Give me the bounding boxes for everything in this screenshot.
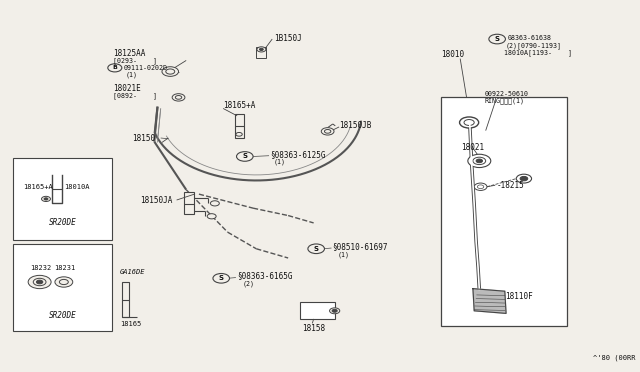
Text: 18165: 18165 — [120, 321, 142, 327]
Circle shape — [476, 159, 483, 163]
Bar — [184, 192, 195, 214]
Text: [0892-    ]: [0892- ] — [113, 92, 157, 99]
Circle shape — [108, 64, 122, 72]
Circle shape — [42, 196, 51, 202]
Circle shape — [162, 67, 179, 76]
Circle shape — [33, 278, 46, 286]
Bar — [235, 114, 244, 138]
Text: 1B150J: 1B150J — [274, 34, 302, 43]
Circle shape — [489, 34, 506, 44]
Text: §08363-6165G: §08363-6165G — [237, 272, 292, 280]
Circle shape — [166, 69, 175, 74]
Text: ^'80 (00RR: ^'80 (00RR — [593, 355, 636, 361]
Bar — [122, 282, 129, 317]
Text: S: S — [314, 246, 319, 252]
Text: (1): (1) — [338, 251, 350, 257]
Circle shape — [236, 132, 243, 136]
Circle shape — [213, 273, 230, 283]
Circle shape — [257, 47, 266, 52]
Text: 18150: 18150 — [132, 134, 155, 143]
Text: 18165+A: 18165+A — [23, 184, 53, 190]
Circle shape — [473, 157, 486, 164]
Text: (1): (1) — [125, 72, 138, 78]
Circle shape — [211, 201, 220, 206]
Text: 18158: 18158 — [302, 324, 325, 333]
Circle shape — [330, 308, 340, 314]
Circle shape — [464, 119, 474, 125]
Circle shape — [259, 48, 263, 51]
Circle shape — [324, 129, 331, 133]
Circle shape — [460, 117, 479, 128]
Text: 18010A: 18010A — [64, 184, 90, 190]
Text: 18232: 18232 — [30, 265, 51, 271]
Text: 18010A[1193-    ]: 18010A[1193- ] — [504, 50, 572, 57]
Text: 18021: 18021 — [461, 143, 484, 152]
Text: RINGリング(1): RINGリング(1) — [484, 98, 524, 105]
Circle shape — [308, 244, 324, 254]
Text: 18125AA: 18125AA — [113, 49, 145, 58]
Text: SR20DE: SR20DE — [49, 218, 77, 227]
Text: 18021E: 18021E — [113, 84, 141, 93]
Bar — [13, 244, 111, 331]
Circle shape — [36, 280, 43, 284]
Text: SR20DE: SR20DE — [49, 311, 77, 320]
Text: §08363-6125G: §08363-6125G — [270, 150, 326, 159]
Text: 09111-0202D: 09111-0202D — [124, 65, 168, 71]
Circle shape — [321, 128, 334, 135]
Circle shape — [468, 154, 491, 167]
Circle shape — [477, 185, 484, 189]
Text: [0293-    ]: [0293- ] — [113, 57, 157, 64]
Circle shape — [44, 198, 48, 200]
Text: (2)[0790-1193]: (2)[0790-1193] — [506, 42, 562, 49]
Text: 00922-50610: 00922-50610 — [484, 92, 529, 97]
Text: GA16DE: GA16DE — [119, 269, 145, 275]
Circle shape — [207, 214, 216, 219]
Bar — [13, 158, 111, 240]
Text: 18165+A: 18165+A — [223, 101, 255, 110]
Text: 08363-61638: 08363-61638 — [508, 35, 552, 41]
Circle shape — [237, 152, 253, 161]
Circle shape — [332, 310, 337, 312]
Text: -18215: -18215 — [497, 182, 525, 190]
Polygon shape — [473, 289, 506, 313]
Bar — [441, 97, 567, 326]
Circle shape — [60, 279, 68, 285]
Circle shape — [520, 176, 528, 181]
Text: §08510-61697: §08510-61697 — [333, 242, 388, 251]
Circle shape — [474, 183, 487, 190]
Text: B: B — [113, 65, 117, 70]
Bar — [300, 302, 335, 319]
Circle shape — [516, 174, 532, 183]
Circle shape — [172, 94, 185, 101]
Circle shape — [175, 96, 182, 99]
Bar — [256, 47, 266, 58]
Text: S: S — [219, 275, 224, 281]
Text: 18150JA: 18150JA — [140, 196, 173, 205]
Text: 18010: 18010 — [441, 51, 464, 60]
Circle shape — [55, 277, 73, 287]
Text: 18150JB: 18150JB — [339, 121, 371, 129]
Text: S: S — [243, 154, 247, 160]
Text: 18231: 18231 — [54, 265, 76, 271]
Text: (2): (2) — [243, 280, 254, 287]
Text: S: S — [495, 36, 500, 42]
Text: (1): (1) — [274, 159, 286, 165]
Circle shape — [28, 275, 51, 289]
Text: 18110F: 18110F — [505, 292, 532, 301]
